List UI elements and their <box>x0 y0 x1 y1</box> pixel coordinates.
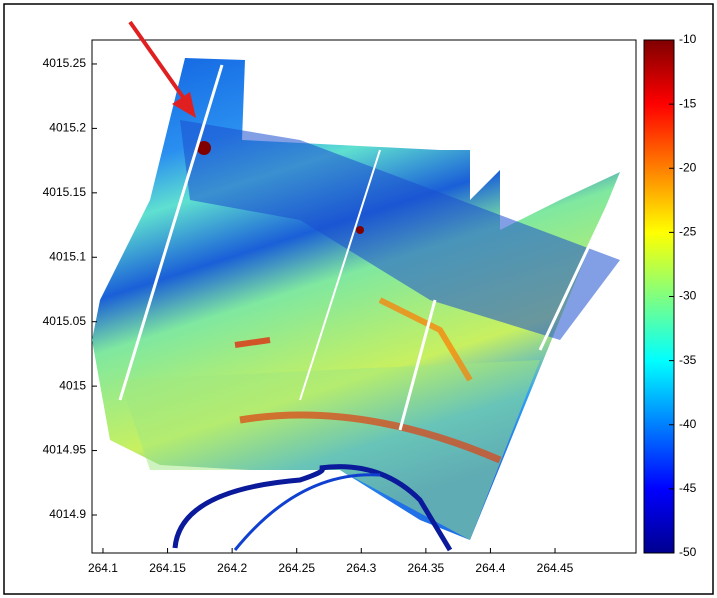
x-tick-label: 264.2 <box>217 561 247 575</box>
y-tick-label: 4014.95 <box>43 443 87 457</box>
y-tick-label: 4015.15 <box>43 185 87 199</box>
x-tick-label: 264.4 <box>475 561 505 575</box>
colorbar-tick-label: -25 <box>679 225 697 239</box>
y-tick-label: 4015.25 <box>43 56 87 70</box>
x-tick-label: 264.1 <box>88 561 118 575</box>
x-tick-label: 264.35 <box>408 561 445 575</box>
red-arrow <box>128 20 196 118</box>
colorbar-tick-label: -50 <box>679 545 697 559</box>
y-tick-label: 4015.1 <box>49 249 86 263</box>
y-tick-label: 4015.05 <box>43 314 87 328</box>
x-tick-label: 264.45 <box>537 561 574 575</box>
colorbar-tick-label: -40 <box>679 417 697 431</box>
y-tick-label: 4014.9 <box>49 507 86 521</box>
colorbar-tick-label: -45 <box>679 481 697 495</box>
x-tick-label: 264.3 <box>346 561 376 575</box>
y-tick-label: 4015.2 <box>49 121 86 135</box>
swath-image <box>92 58 622 552</box>
x-tick-label: 264.15 <box>149 561 186 575</box>
y-tick-label: 4015 <box>59 378 86 392</box>
colorbar-tick-label: -35 <box>679 353 697 367</box>
colorbar-tick-label: -10 <box>679 32 697 46</box>
x-tick-label: 264.25 <box>278 561 315 575</box>
colorbar-tick-label: -15 <box>679 96 697 110</box>
colorbar-tick-label: -20 <box>679 160 697 174</box>
colorbar-tick-label: -30 <box>679 289 697 303</box>
